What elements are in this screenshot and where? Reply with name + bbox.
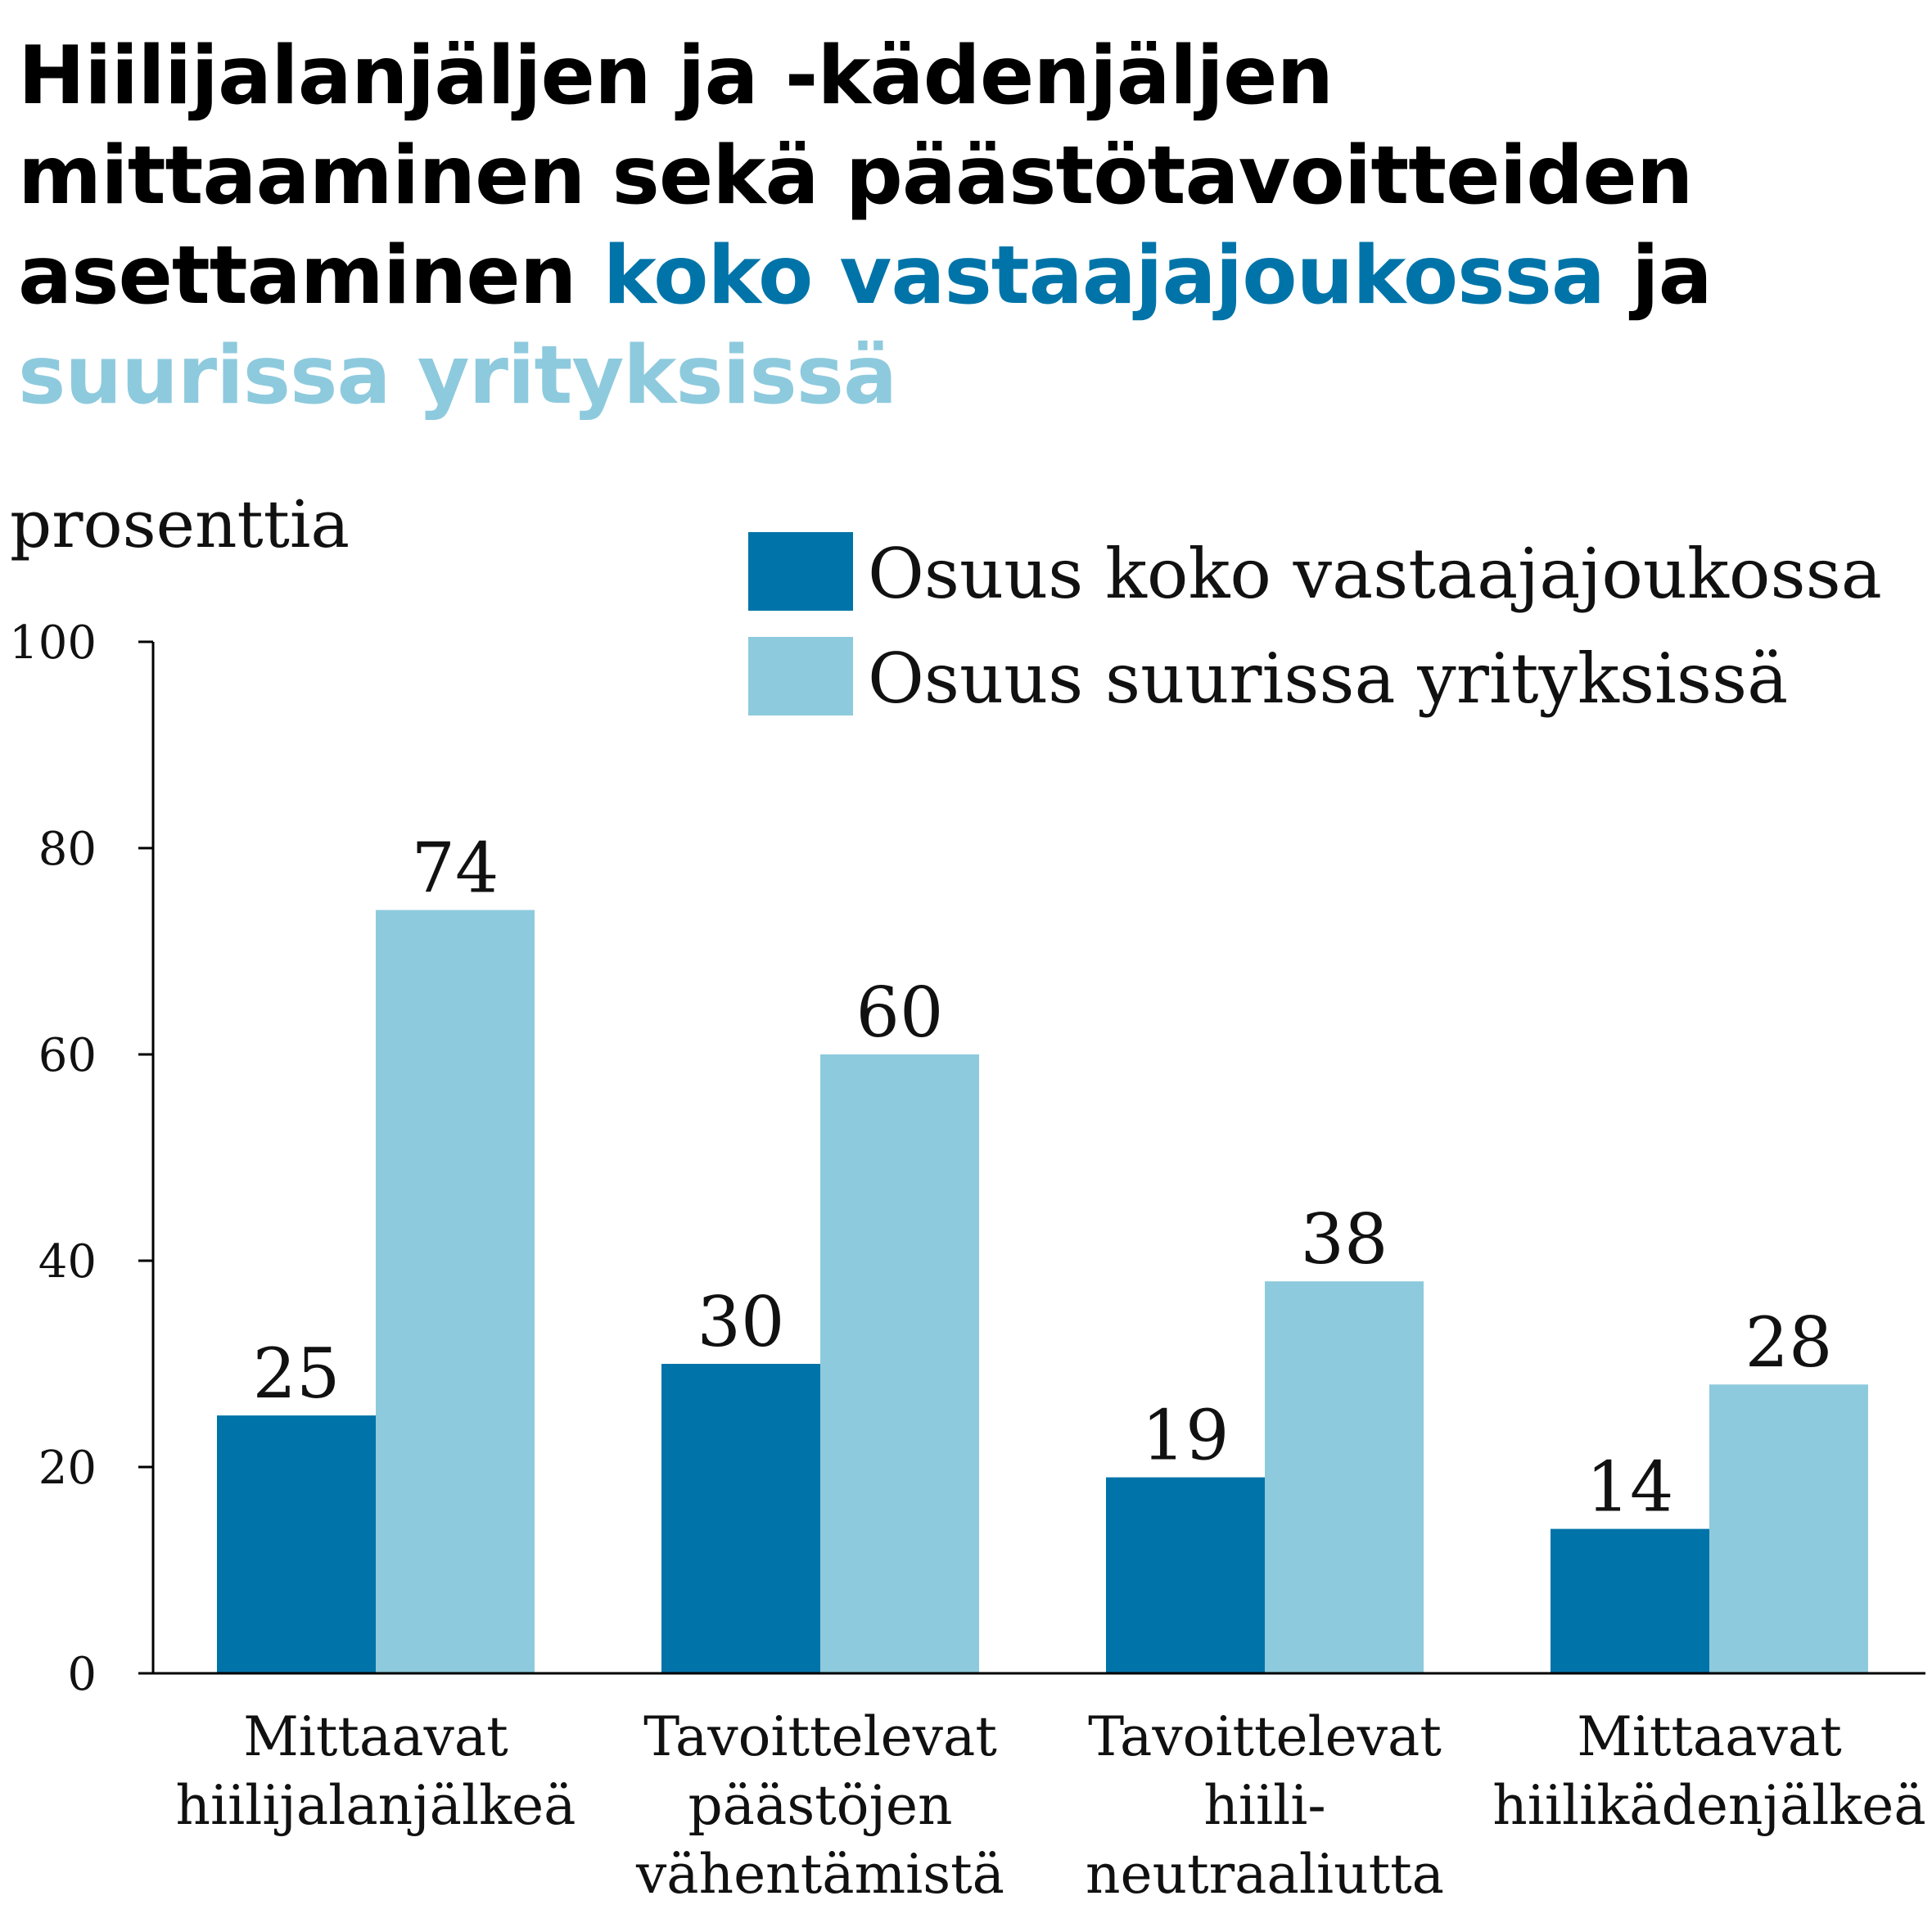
x-tick-label-line: päästöjen bbox=[688, 1774, 952, 1837]
x-tick-label-line: Mittaavat bbox=[243, 1705, 508, 1768]
bar bbox=[820, 1054, 979, 1673]
y-tick-label: 100 bbox=[9, 616, 97, 670]
title-highlight-total: koko vastaajajoukossa bbox=[603, 229, 1605, 323]
x-tick-label: Tavoittelevat hiili-neutraaliutta bbox=[1086, 1705, 1444, 1906]
data-label: 19 bbox=[1142, 1396, 1230, 1476]
x-tick-label-line: vähentämistä bbox=[635, 1843, 1004, 1906]
bar bbox=[376, 910, 535, 1673]
x-tick-label-line: hiilikädenjälkeä bbox=[1492, 1774, 1925, 1837]
chart-title: Hiilijalanjäljen ja -kädenjäljen mittaam… bbox=[18, 26, 1901, 426]
bar bbox=[1551, 1528, 1709, 1673]
data-label: 30 bbox=[697, 1282, 785, 1362]
x-tick-label: Mittaavat hiilikädenjälkeä bbox=[1492, 1705, 1925, 1837]
y-tick-label: 20 bbox=[38, 1442, 97, 1495]
data-label: 14 bbox=[1587, 1447, 1674, 1528]
y-tick-label: 80 bbox=[38, 823, 97, 876]
title-text-2: ja bbox=[1604, 229, 1713, 323]
data-label: 74 bbox=[412, 828, 499, 909]
x-tick-label: Tavoittelevat päästöjen vähentämistä bbox=[635, 1705, 1004, 1906]
bar bbox=[661, 1364, 820, 1673]
x-tick-label-line: neutraaliutta bbox=[1086, 1843, 1444, 1906]
x-tick-label-line: Tavoittelevat bbox=[643, 1705, 997, 1768]
data-label: 25 bbox=[253, 1334, 341, 1414]
legend-label: Osuus koko vastaajajoukossa bbox=[868, 534, 1882, 614]
title-highlight-large: suurissa yrityksissä bbox=[18, 329, 897, 422]
x-tick-label-line: hiili- bbox=[1203, 1774, 1325, 1837]
data-label: 60 bbox=[856, 973, 944, 1053]
x-tick-label: Mittaavat hiilijalanjälkeä bbox=[175, 1705, 576, 1837]
axes: 0 20 40 60 80 100 bbox=[9, 616, 1925, 1701]
legend: Osuus koko vastaajajoukossa Osuus suuriss… bbox=[748, 532, 1882, 719]
legend-label: Osuus suurissa yrityksissä bbox=[868, 639, 1788, 719]
x-tick-label-line: hiilijalanjälkeä bbox=[175, 1774, 576, 1837]
bar bbox=[1106, 1477, 1265, 1673]
bar bbox=[1709, 1384, 1868, 1673]
data-label: 38 bbox=[1301, 1199, 1388, 1280]
bar bbox=[1265, 1281, 1424, 1673]
y-axis-label: prosenttia bbox=[10, 486, 350, 562]
bar bbox=[217, 1415, 376, 1673]
x-tick-label-line: Mittaavat bbox=[1577, 1705, 1842, 1768]
legend-swatch bbox=[748, 532, 853, 611]
title-text-1: Hiilijalanjäljen ja -kädenjäljen mittaam… bbox=[18, 29, 1694, 323]
legend-swatch bbox=[748, 637, 853, 715]
x-tick-label-line: Tavoittelevat bbox=[1088, 1705, 1442, 1768]
data-label: 28 bbox=[1745, 1302, 1833, 1383]
y-tick-label: 60 bbox=[38, 1029, 97, 1082]
bars bbox=[217, 910, 1868, 1673]
y-tick-label: 40 bbox=[38, 1235, 97, 1289]
y-tick-label: 0 bbox=[67, 1648, 97, 1701]
